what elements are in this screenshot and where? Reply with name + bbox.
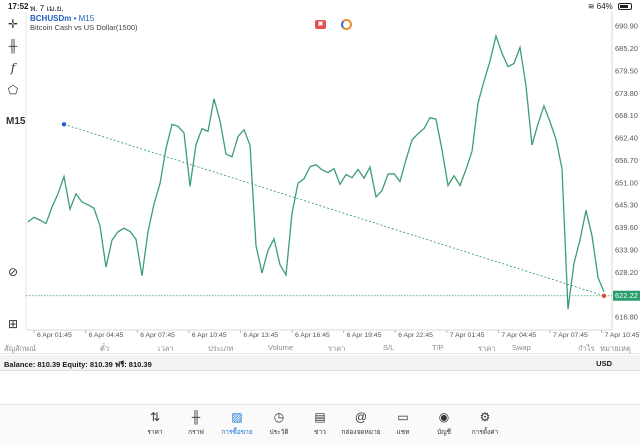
timeframe-button[interactable]: M15: [6, 116, 26, 127]
price-tick-label: 639.60: [615, 223, 638, 232]
trendline-end-point[interactable]: [601, 293, 607, 299]
price-tick-label: 662.40: [615, 134, 638, 143]
timeframe-suffix: • M15: [73, 14, 95, 23]
tab-label: แชท: [396, 429, 410, 436]
tab-settings[interactable]: ⚙ การตั้งค่า: [464, 409, 506, 437]
price-tick-label: 668.10: [615, 111, 638, 120]
tab-label: กราฟ: [188, 429, 204, 436]
symbol-description: Bitcoin Cash vs US Dollar(1500): [30, 23, 138, 32]
time-tick-label: 6 Apr 10:45: [192, 332, 227, 339]
trade-table-header: สัญลักษณ์ ตั๋ว เวลา ประเภท Volume ราคา S/L T/P ร…: [0, 340, 640, 354]
column-header[interactable]: T/P: [432, 343, 444, 352]
price-tick-label: 628.20: [615, 268, 638, 277]
column-header[interactable]: สัญลักษณ์: [4, 344, 37, 353]
column-header[interactable]: เวลา: [158, 344, 174, 353]
status-indicators: ≋ 64%: [588, 2, 632, 11]
tab-trade[interactable]: ▨ การซื้อขาย: [216, 409, 258, 437]
crosshair-icon[interactable]: ✛: [7, 17, 19, 31]
tab-mailbox[interactable]: @ กล่องจดหมาย: [340, 409, 382, 437]
column-header[interactable]: ตั๋ว: [100, 344, 110, 353]
battery-icon: [618, 3, 632, 10]
quotes-icon: ⇅: [149, 410, 161, 424]
tab-label: ประวัติ: [269, 429, 289, 436]
trade-icon: ▨: [231, 410, 243, 424]
loading-indicator-icon: [341, 19, 352, 30]
chart-toolbar: ✛ ╫ f ⬠ M15 ⊘ ⊞: [0, 12, 26, 342]
price-tick-label: 651.00: [615, 178, 638, 187]
one-click-trading-icon[interactable]: ▣: [315, 20, 326, 29]
price-axis: 690.90 685.20 679.50 673.80 668.10 662.40 656.…: [615, 22, 638, 322]
tab-label: ข่าว: [314, 429, 326, 436]
balance-summary: Balance: 810.39 Equity: 810.39 ฟรี: 810.…: [4, 360, 152, 369]
balance-currency: USD: [596, 359, 612, 368]
time-tick-label: 7 Apr 04:45: [501, 332, 536, 339]
time-tick-label: 7 Apr 10:45: [605, 332, 640, 339]
function-icon[interactable]: f: [10, 61, 16, 75]
time-tick-label: 7 Apr 07:45: [553, 332, 588, 339]
price-tick-label: 679.50: [615, 66, 638, 75]
price-tick-label: 633.90: [615, 245, 638, 254]
tab-label: การซื้อขาย: [221, 429, 253, 436]
column-header[interactable]: กำไร: [578, 344, 595, 353]
tab-chat[interactable]: ▭ แชท: [382, 409, 424, 437]
tab-account[interactable]: ◉ บัญชี: [423, 409, 465, 437]
status-date: พ. 7 เม.ย.: [30, 4, 64, 13]
column-header[interactable]: Swap: [512, 343, 531, 352]
tab-label: การตั้งค่า: [471, 429, 499, 436]
objects-icon[interactable]: ⬠: [7, 83, 19, 97]
tab-quotes[interactable]: ⇅ ราคา: [134, 409, 176, 437]
status-time: 17:52: [8, 2, 29, 11]
price-tick-label: 616.80: [615, 313, 638, 322]
column-header[interactable]: ราคา: [478, 344, 496, 353]
battery-percent: 64%: [596, 2, 613, 11]
add-order-icon[interactable]: ⊞: [7, 317, 19, 331]
tab-history[interactable]: ◷ ประวัติ: [258, 409, 300, 437]
time-axis: 6 Apr 01:45 6 Apr 04:45 6 Apr 07:45 6 Apr 1…: [33, 330, 640, 339]
tab-label: กล่องจดหมาย: [341, 429, 381, 436]
price-tick-label: 685.20: [615, 44, 638, 53]
price-tick-label: 645.30: [615, 201, 638, 210]
mailbox-icon: @: [354, 410, 368, 424]
wifi-icon: ≋: [587, 2, 595, 11]
settings-icon: ⚙: [479, 410, 491, 424]
time-tick-label: 7 Apr 01:45: [450, 332, 485, 339]
column-header[interactable]: S/L: [383, 343, 395, 352]
bottom-tab-bar: ⇅ ราคา ╫ กราฟ ▨ การซื้อขาย ◷ ประวัติ ▤ ข่าว @ กล่อง…: [0, 404, 640, 447]
time-tick-label: 6 Apr 01:45: [37, 332, 72, 339]
column-header[interactable]: ประเภท: [208, 344, 234, 353]
tab-label: ราคา: [147, 429, 163, 436]
trendline-start-point[interactable]: [61, 122, 67, 127]
price-chart[interactable]: 690.90 685.20 679.50 673.80 668.10 662.40 656.…: [0, 0, 640, 340]
trendline[interactable]: [63, 123, 605, 297]
tab-chart[interactable]: ╫ กราฟ: [175, 409, 217, 437]
time-tick-label: 6 Apr 16:45: [295, 332, 330, 339]
chart-icon: ╫: [191, 410, 201, 424]
history-icon: ◷: [273, 410, 285, 424]
account-icon: ◉: [438, 410, 450, 424]
balance-row: Balance: 810.39 Equity: 810.39 ฟรี: 810.…: [0, 355, 640, 371]
tab-label: บัญชี: [436, 429, 452, 436]
news-icon: ▤: [314, 410, 326, 424]
chat-icon: ▭: [397, 410, 409, 424]
tab-news[interactable]: ▤ ข่าว: [299, 409, 341, 437]
time-tick-label: 6 Apr 04:45: [89, 332, 124, 339]
svg-text:622.22: 622.22: [615, 291, 638, 300]
current-price-tag: 622.22: [613, 290, 640, 301]
column-header[interactable]: หมายเหตุ: [600, 344, 631, 353]
time-tick-label: 6 Apr 07:45: [140, 332, 175, 339]
symbol-name: BCHUSDm: [30, 14, 72, 23]
time-tick-label: 6 Apr 22:45: [398, 332, 433, 339]
symbol-header: BCHUSDm • M15: [30, 14, 94, 23]
column-header[interactable]: ราคา: [328, 344, 346, 353]
price-tick-label: 656.70: [615, 156, 638, 165]
time-tick-label: 6 Apr 13:45: [243, 332, 278, 339]
time-tick-label: 6 Apr 19:45: [347, 332, 382, 339]
price-tick-label: 673.80: [615, 89, 638, 98]
zoom-icon[interactable]: ⊘: [7, 265, 19, 279]
indicators-icon[interactable]: ╫: [8, 39, 18, 53]
status-bar: 17:52 พ. 7 เม.ย. ≋ 64%: [0, 0, 640, 13]
column-header[interactable]: Volume: [268, 343, 294, 352]
price-series-line: [27, 33, 605, 310]
price-tick-label: 690.90: [615, 22, 638, 31]
